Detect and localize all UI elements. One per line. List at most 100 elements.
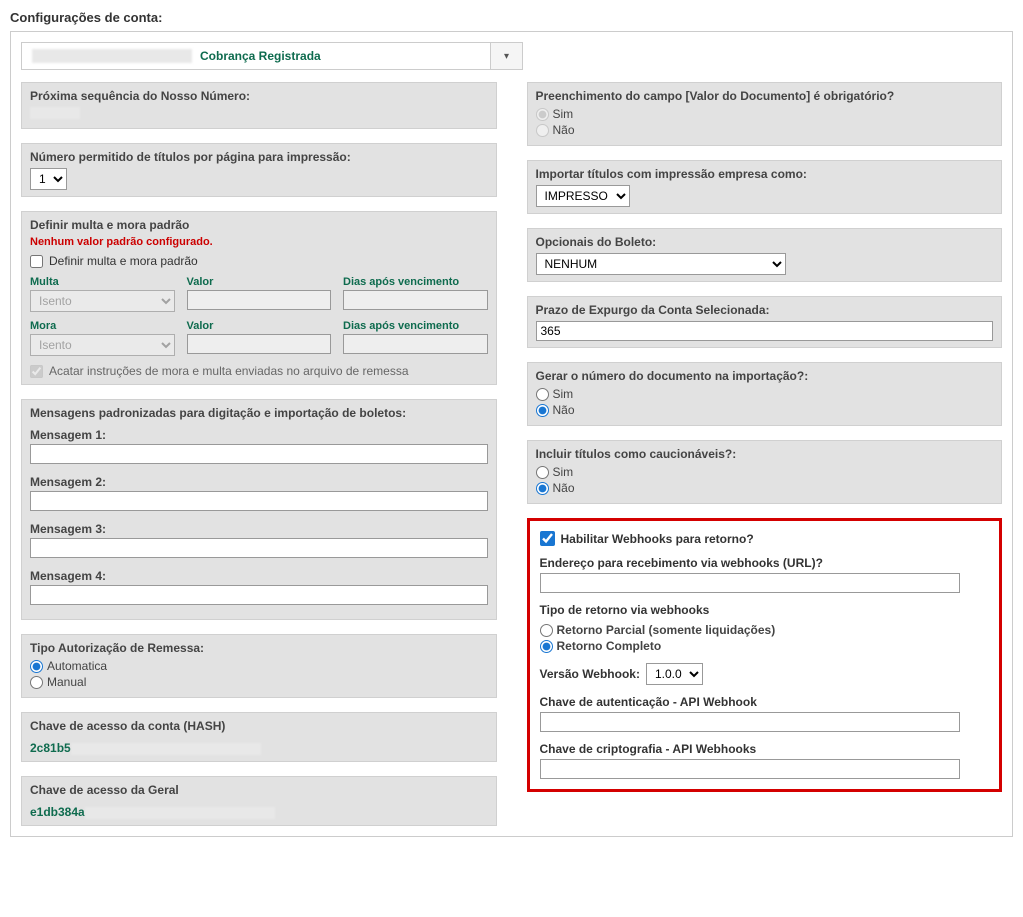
gerar-sim-label: Sim (553, 387, 574, 401)
cauc-nao-radio[interactable] (536, 482, 549, 495)
gerar-num-label: Gerar o número do documento na importaçã… (536, 369, 994, 383)
mora-field-label: Mora (30, 320, 175, 332)
webhook-parcial-label: Retorno Parcial (somente liquidações) (557, 623, 776, 637)
account-dropdown-row: Cobrança Registrada ▾ (21, 42, 1002, 70)
page-title: Configurações de conta: (10, 10, 1013, 25)
webhook-version-label: Versão Webhook: (540, 667, 640, 681)
settings-panel: Cobrança Registrada ▾ Próxima sequência … (10, 31, 1013, 837)
seq-label: Próxima sequência do Nosso Número: (30, 89, 488, 103)
multa-select: Isento (30, 290, 175, 312)
msg2-input[interactable] (30, 491, 488, 511)
multa-checkbox-label: Definir multa e mora padrão (49, 254, 198, 268)
expurgo-label: Prazo de Expurgo da Conta Selecionada: (536, 303, 994, 317)
mensagens-block: Mensagens padronizadas para digitação e … (21, 399, 497, 620)
caucionaveis-block: Incluir títulos como caucionáveis?: Sim … (527, 440, 1003, 504)
msg4-input[interactable] (30, 585, 488, 605)
tipo-aut-block: Tipo Autorização de Remessa: Automatica … (21, 634, 497, 698)
account-dropdown[interactable]: Cobrança Registrada (21, 42, 491, 70)
multa-block: Definir multa e mora padrão Nenhum valor… (21, 211, 497, 385)
mora-valor-input (187, 334, 332, 354)
hash-conta-blur (71, 743, 261, 755)
webhook-parcial-radio[interactable] (540, 624, 553, 637)
gerar-num-block: Gerar o número do documento na importaçã… (527, 362, 1003, 426)
multa-title: Definir multa e mora padrão (30, 218, 488, 232)
msg3-input[interactable] (30, 538, 488, 558)
webhook-url-label: Endereço para recebimento via webhooks (… (540, 556, 990, 570)
webhook-tipo-label: Tipo de retorno via webhooks (540, 603, 990, 617)
seq-block: Próxima sequência do Nosso Número: (21, 82, 497, 129)
opcionais-label: Opcionais do Boleto: (536, 235, 994, 249)
webhook-auth-label: Chave de autenticação - API Webhook (540, 695, 990, 709)
acatar-label: Acatar instruções de mora e multa enviad… (49, 364, 409, 378)
mora-dias-label: Dias após vencimento (343, 320, 488, 332)
importar-label: Importar títulos com impressão empresa c… (536, 167, 994, 181)
tipo-aut-label: Tipo Autorização de Remessa: (30, 641, 488, 655)
hash-conta-block: Chave de acesso da conta (HASH) 2c81b5 (21, 712, 497, 762)
seq-value-blur (30, 107, 80, 119)
acatar-checkbox (30, 365, 43, 378)
importar-block: Importar títulos com impressão empresa c… (527, 160, 1003, 214)
chevron-down-icon: ▾ (504, 51, 509, 62)
webhook-cripto-label: Chave de criptografia - API Webhooks (540, 742, 990, 756)
tipo-aut-auto-label: Automatica (47, 659, 107, 673)
preenchimento-block: Preenchimento do campo [Valor do Documen… (527, 82, 1003, 146)
account-dropdown-label: Cobrança Registrada (200, 49, 321, 63)
webhook-block: Habilitar Webhooks para retorno? Endereç… (527, 518, 1003, 792)
hash-geral-value: e1db384a (30, 805, 85, 819)
webhook-enable-checkbox[interactable] (540, 531, 555, 546)
webhook-completo-label: Retorno Completo (557, 639, 662, 653)
titles-per-page-select[interactable]: 1 (30, 168, 67, 190)
webhook-url-input[interactable] (540, 573, 960, 593)
preenchimento-nao-label: Não (553, 123, 575, 137)
hash-conta-value: 2c81b5 (30, 741, 71, 755)
msg3-label: Mensagem 3: (30, 522, 488, 536)
msg2-label: Mensagem 2: (30, 475, 488, 489)
webhook-completo-radio[interactable] (540, 640, 553, 653)
preenchimento-sim-label: Sim (553, 107, 574, 121)
titles-per-page-label: Número permitido de títulos por página p… (30, 150, 488, 164)
mensagens-title: Mensagens padronizadas para digitação e … (30, 406, 488, 420)
multa-warning: Nenhum valor padrão configurado. (30, 236, 488, 248)
webhook-enable-label: Habilitar Webhooks para retorno? (561, 532, 754, 546)
gerar-nao-label: Não (553, 403, 575, 417)
tipo-aut-auto-radio[interactable] (30, 660, 43, 673)
titles-per-page-block: Número permitido de títulos por página p… (21, 143, 497, 197)
webhook-cripto-input[interactable] (540, 759, 960, 779)
msg4-label: Mensagem 4: (30, 569, 488, 583)
msg1-label: Mensagem 1: (30, 428, 488, 442)
mora-dias-input (343, 334, 488, 354)
cauc-sim-radio[interactable] (536, 466, 549, 479)
hash-geral-block: Chave de acesso da Geral e1db384a (21, 776, 497, 826)
expurgo-block: Prazo de Expurgo da Conta Selecionada: (527, 296, 1003, 348)
multa-dias-input (343, 290, 488, 310)
mora-select: Isento (30, 334, 175, 356)
multa-field-label: Multa (30, 276, 175, 288)
cauc-nao-label: Não (553, 481, 575, 495)
multa-valor-input (187, 290, 332, 310)
webhook-auth-input[interactable] (540, 712, 960, 732)
tipo-aut-manual-label: Manual (47, 675, 86, 689)
preenchimento-label: Preenchimento do campo [Valor do Documen… (536, 89, 994, 103)
opcionais-select[interactable]: NENHUM (536, 253, 786, 275)
gerar-nao-radio[interactable] (536, 404, 549, 417)
tipo-aut-manual-radio[interactable] (30, 676, 43, 689)
gerar-sim-radio[interactable] (536, 388, 549, 401)
expurgo-input[interactable] (536, 321, 994, 341)
left-column: Próxima sequência do Nosso Número: Númer… (21, 82, 497, 826)
mora-valor-label: Valor (187, 320, 332, 332)
caucionaveis-label: Incluir títulos como caucionáveis?: (536, 447, 994, 461)
msg1-input[interactable] (30, 444, 488, 464)
right-column: Preenchimento do campo [Valor do Documen… (527, 82, 1003, 826)
multa-checkbox[interactable] (30, 255, 43, 268)
opcionais-block: Opcionais do Boleto: NENHUM (527, 228, 1003, 282)
account-dropdown-arrow[interactable]: ▾ (491, 42, 523, 70)
multa-valor-label: Valor (187, 276, 332, 288)
preenchimento-nao-radio (536, 124, 549, 137)
importar-select[interactable]: IMPRESSO (536, 185, 630, 207)
multa-dias-label: Dias após vencimento (343, 276, 488, 288)
webhook-version-select[interactable]: 1.0.0 (646, 663, 703, 685)
hash-geral-blur (85, 807, 275, 819)
account-blurred (32, 49, 192, 63)
preenchimento-sim-radio (536, 108, 549, 121)
hash-conta-label: Chave de acesso da conta (HASH) (30, 719, 488, 733)
